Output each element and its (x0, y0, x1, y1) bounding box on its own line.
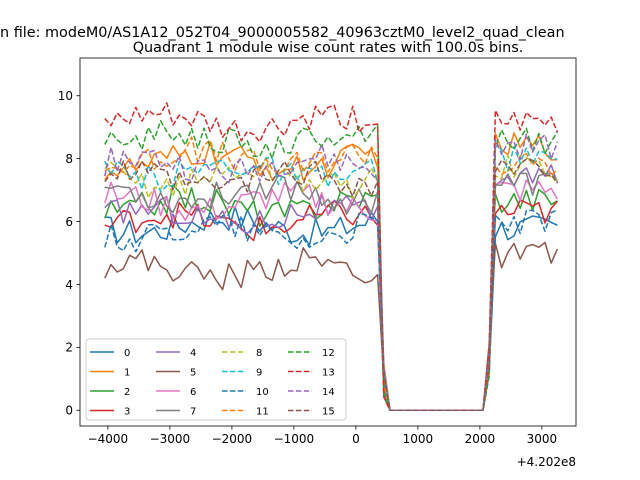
legend-label-13: 13 (322, 367, 335, 378)
x-axis-offset-label: +4.202e8 (517, 455, 576, 469)
x-tick-label: 3000 (527, 432, 558, 446)
series-line-10 (104, 209, 558, 412)
y-tick-label: 2 (65, 341, 73, 355)
chart-title: Quadrant 1 module wise count rates with … (133, 40, 524, 56)
x-tick-label: −4000 (88, 432, 129, 446)
legend-label-14: 14 (322, 387, 335, 398)
x-tick-label: −1000 (274, 432, 315, 446)
legend-label-11: 11 (256, 406, 269, 417)
x-tick-label: −3000 (150, 432, 191, 446)
series-layer (104, 102, 559, 412)
y-tick-label: 0 (65, 404, 73, 418)
y-tick-label: 4 (65, 278, 73, 292)
x-tick-label: −2000 (212, 432, 253, 446)
legend-label-15: 15 (322, 406, 335, 417)
series-line-14 (104, 133, 559, 412)
legend-label-2: 2 (124, 387, 130, 398)
legend-label-6: 6 (190, 387, 196, 398)
x-tick-label: 2000 (465, 432, 496, 446)
legend-label-5: 5 (190, 367, 196, 378)
legend-label-3: 3 (124, 406, 130, 417)
x-tick-label: 0 (352, 432, 360, 446)
y-tick-label: 6 (65, 215, 73, 229)
chart-suptitle: n file: modeM0/AS1A12_052T04_9000005582_… (0, 25, 565, 41)
x-tick-label: 1000 (403, 432, 434, 446)
legend-label-0: 0 (124, 348, 130, 359)
legend-label-1: 1 (124, 367, 130, 378)
legend-label-12: 12 (322, 348, 335, 359)
y-tick-label: 10 (58, 89, 73, 103)
legend-label-9: 9 (256, 367, 262, 378)
legend-label-4: 4 (190, 348, 196, 359)
x-axis: −4000 −3000 −2000 −1000 0 1000 2000 3000 (88, 426, 558, 446)
legend-label-7: 7 (190, 406, 196, 417)
legend-label-8: 8 (256, 348, 262, 359)
legend-label-10: 10 (256, 387, 269, 398)
y-tick-label: 8 (65, 152, 73, 166)
axes-frame (79, 57, 577, 427)
y-axis: 0 2 4 6 8 10 (58, 89, 80, 418)
series-line-15 (104, 158, 559, 412)
legend-frame (85, 338, 347, 421)
